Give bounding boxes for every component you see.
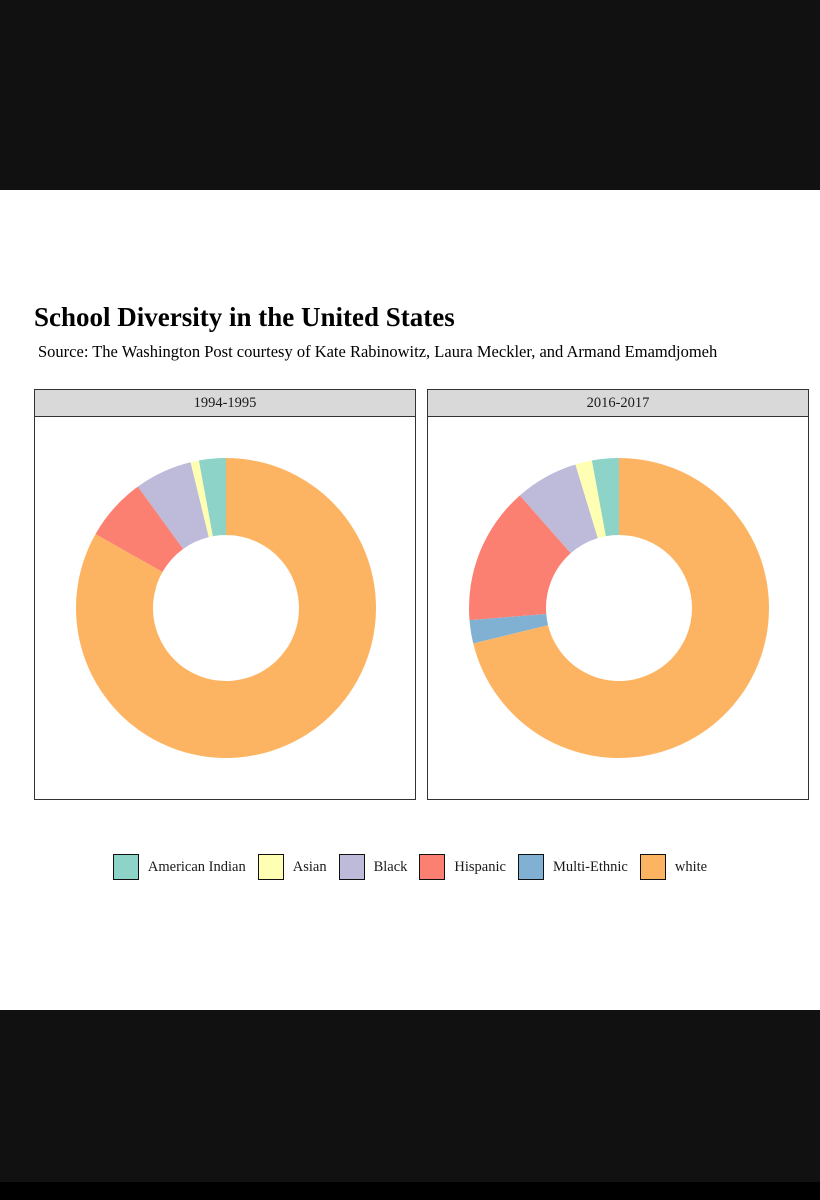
top-black-bar <box>0 0 820 190</box>
legend-swatch <box>338 854 365 880</box>
donut-slice-american-indian <box>198 458 226 537</box>
bottom-edge-strip <box>0 1182 820 1200</box>
legend-item-white: white <box>639 854 708 880</box>
donut-chart-2016 <box>469 458 769 758</box>
bottom-black-bar <box>0 1010 820 1200</box>
chart-title: School Diversity in the United States <box>34 302 455 332</box>
legend-label: Hispanic <box>454 858 506 875</box>
donut-slice-asian <box>575 460 606 539</box>
facet-panel-2016: 2016-2017 <box>427 389 809 800</box>
donut-chart-1994 <box>76 458 377 758</box>
chart-figure: School Diversity in the United States So… <box>0 190 820 1010</box>
donut-slice-black <box>137 462 209 549</box>
chart-subtitle: Source: The Washington Post courtesy of … <box>38 342 718 361</box>
legend-swatch <box>112 854 139 880</box>
legend-item-american-indian: American Indian <box>112 854 246 880</box>
donut-slice-white <box>473 458 769 758</box>
legend-label: Black <box>373 858 408 875</box>
legend-label: American Indian <box>147 858 246 875</box>
legend-label: white <box>674 858 708 875</box>
donut-slice-hispanic <box>469 495 571 621</box>
legend-swatch <box>517 854 544 880</box>
donut-slice-white <box>76 458 377 758</box>
legend-label: Asian <box>292 858 327 875</box>
facet-strip-label: 2016-2017 <box>427 389 809 417</box>
donut-slice-multi-ethnic <box>469 613 549 644</box>
donut-slice-asian <box>190 460 213 538</box>
legend-swatch <box>639 854 666 880</box>
facet-strip-label: 1994-1995 <box>34 389 416 417</box>
facet-plot-area <box>34 416 416 800</box>
chart-legend: American Indian Asian Black Hispanic Multi-E… <box>0 850 820 884</box>
legend-swatch <box>419 854 446 880</box>
donut-slice-hispanic <box>95 486 184 573</box>
legend-item-black: Black <box>338 854 408 880</box>
legend-swatch <box>257 854 284 880</box>
legend-item-asian: Asian <box>257 854 327 880</box>
donut-slice-american-indian <box>591 458 619 537</box>
donut-slice-black <box>519 464 598 554</box>
legend-label: Multi-Ethnic <box>552 858 628 875</box>
facet-plot-area <box>427 416 809 800</box>
facet-panel-1994: 1994-1995 <box>34 389 416 800</box>
legend-item-multi-ethnic: Multi-Ethnic <box>517 854 628 880</box>
legend-item-hispanic: Hispanic <box>419 854 506 880</box>
